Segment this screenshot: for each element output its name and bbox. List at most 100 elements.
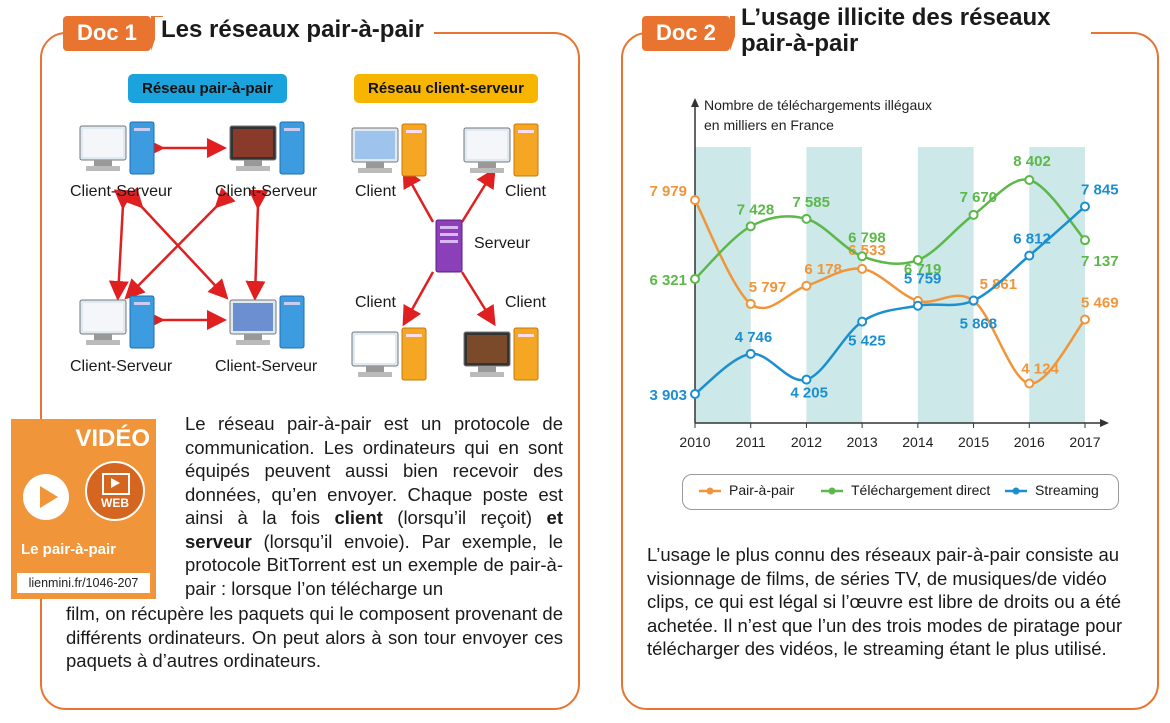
data-point xyxy=(1024,250,1035,261)
data-point xyxy=(1024,175,1035,185)
doc1-title: Les réseaux pair-à-pair xyxy=(155,17,434,43)
video-link[interactable]: lienmini.fr/1046-207 xyxy=(17,573,150,593)
data-label: 6 321 xyxy=(649,272,687,289)
data-point xyxy=(690,195,700,206)
chart-band xyxy=(806,147,863,423)
x-tick-label: 2013 xyxy=(847,434,878,450)
x-axis-arrow xyxy=(1100,419,1109,427)
data-label: 8 402 xyxy=(1013,153,1051,170)
doc1-paragraph-end: film, on récupère les paquets qui le com… xyxy=(66,603,563,671)
chart-legend: Pair-à-pair Téléchargement direct Stream… xyxy=(682,474,1119,510)
data-label: 7 979 xyxy=(649,183,687,200)
data-point xyxy=(745,348,756,359)
data-label: 5 425 xyxy=(848,333,886,350)
data-point xyxy=(801,213,812,224)
data-label: 5 759 xyxy=(904,271,942,288)
x-tick-label: 2015 xyxy=(958,434,989,450)
computer-icon xyxy=(79,295,155,349)
legend-telechargement-direct: Téléchargement direct xyxy=(851,482,991,498)
server-label: Serveur xyxy=(474,235,531,252)
data-label: 5 868 xyxy=(960,316,998,333)
x-tick-label: 2010 xyxy=(679,434,710,450)
data-point xyxy=(1080,201,1090,212)
p2p-node-label: Client-Serveur xyxy=(215,183,318,200)
data-label: 5 797 xyxy=(749,279,787,296)
data-point xyxy=(801,280,812,291)
data-point xyxy=(912,255,923,266)
data-label: 7 137 xyxy=(1081,253,1119,270)
data-point xyxy=(745,298,756,309)
video-widget[interactable]: VIDÉO WEB Le pair-à-pair lienmini.fr/104… xyxy=(11,419,156,599)
data-label: 6 798 xyxy=(848,229,886,246)
x-tick-label: 2017 xyxy=(1069,434,1100,450)
data-point xyxy=(857,316,868,327)
p2p-node-label: Client-Serveur xyxy=(70,358,173,375)
y-axis-label: en milliers en France xyxy=(704,117,834,133)
client-label: Client xyxy=(355,294,396,311)
server-icon xyxy=(435,219,463,273)
y-axis-label: Nombre de téléchargements illégaux xyxy=(704,97,932,113)
p2p-network-label: Réseau pair-à-pair xyxy=(128,74,287,103)
computer-icon xyxy=(229,121,305,175)
data-label: 7 585 xyxy=(792,194,830,211)
legend-pair-a-pair: Pair-à-pair xyxy=(729,482,795,498)
video-heading: VIDÉO xyxy=(75,425,150,452)
computer-icon xyxy=(79,121,155,175)
video-name: Le pair-à-pair xyxy=(21,541,117,558)
web-label: WEB xyxy=(101,496,129,510)
legend-streaming: Streaming xyxy=(1035,482,1099,498)
p2p-node-label: Client-Serveur xyxy=(215,358,318,375)
legend-marker-orange xyxy=(699,487,721,495)
data-label: 4 746 xyxy=(735,329,773,346)
data-point xyxy=(968,295,979,306)
computer-icon xyxy=(463,123,539,177)
data-point xyxy=(968,209,979,220)
data-label: 5 469 xyxy=(1081,295,1119,312)
data-label: 6 719 xyxy=(904,261,942,278)
data-point xyxy=(801,374,812,385)
client-label: Client xyxy=(505,294,546,311)
data-label: 6 812 xyxy=(1013,231,1051,248)
data-point xyxy=(690,389,700,399)
network-arrows xyxy=(108,138,496,330)
p2p-node-label: Client-Serveur xyxy=(70,183,173,200)
computer-icon xyxy=(351,327,427,381)
data-label: 4 124 xyxy=(1021,360,1059,377)
legend-marker-blue xyxy=(1005,487,1027,495)
data-label: 7 670 xyxy=(960,189,998,206)
chart-band xyxy=(917,147,974,423)
x-tick-label: 2012 xyxy=(791,434,822,450)
data-label: 7 428 xyxy=(737,201,775,218)
x-tick-label: 2016 xyxy=(1014,434,1045,450)
client-label: Client xyxy=(505,183,546,200)
y-axis-arrow xyxy=(691,98,699,107)
data-point xyxy=(857,263,868,274)
data-label: 7 845 xyxy=(1081,181,1119,198)
computer-icon xyxy=(351,123,427,177)
client-label: Client xyxy=(355,183,396,200)
computer-icon xyxy=(463,327,539,381)
data-point xyxy=(690,273,700,284)
data-point xyxy=(857,251,868,262)
data-point xyxy=(1024,378,1035,389)
data-point xyxy=(912,300,923,311)
data-label: 4 205 xyxy=(790,385,828,402)
doc2-paragraph: L’usage le plus connu des réseaux pair-à… xyxy=(647,544,1123,659)
data-point xyxy=(1080,314,1090,325)
chart-band xyxy=(695,147,751,423)
chart: Nombre de téléchargements illégaux en mil… xyxy=(649,97,1119,450)
web-icon: WEB xyxy=(85,461,145,521)
doc1-paragraph: Le réseau pair-à-pair est un protocole d… xyxy=(185,413,563,599)
doc2-title: L’usage illicite des réseaux pair-à-pair xyxy=(735,5,1091,57)
x-tick-label: 2011 xyxy=(736,434,766,450)
data-point xyxy=(1080,235,1090,246)
data-label: 6 178 xyxy=(804,261,842,278)
data-label: 3 903 xyxy=(649,387,687,404)
data-point xyxy=(745,221,756,232)
play-icon[interactable] xyxy=(23,474,69,520)
doc2-tag: Doc 2 xyxy=(642,16,742,51)
chart-band xyxy=(1029,147,1085,423)
x-tick-label: 2014 xyxy=(902,434,933,450)
computer-icon xyxy=(229,295,305,349)
legend-marker-green xyxy=(821,487,843,495)
